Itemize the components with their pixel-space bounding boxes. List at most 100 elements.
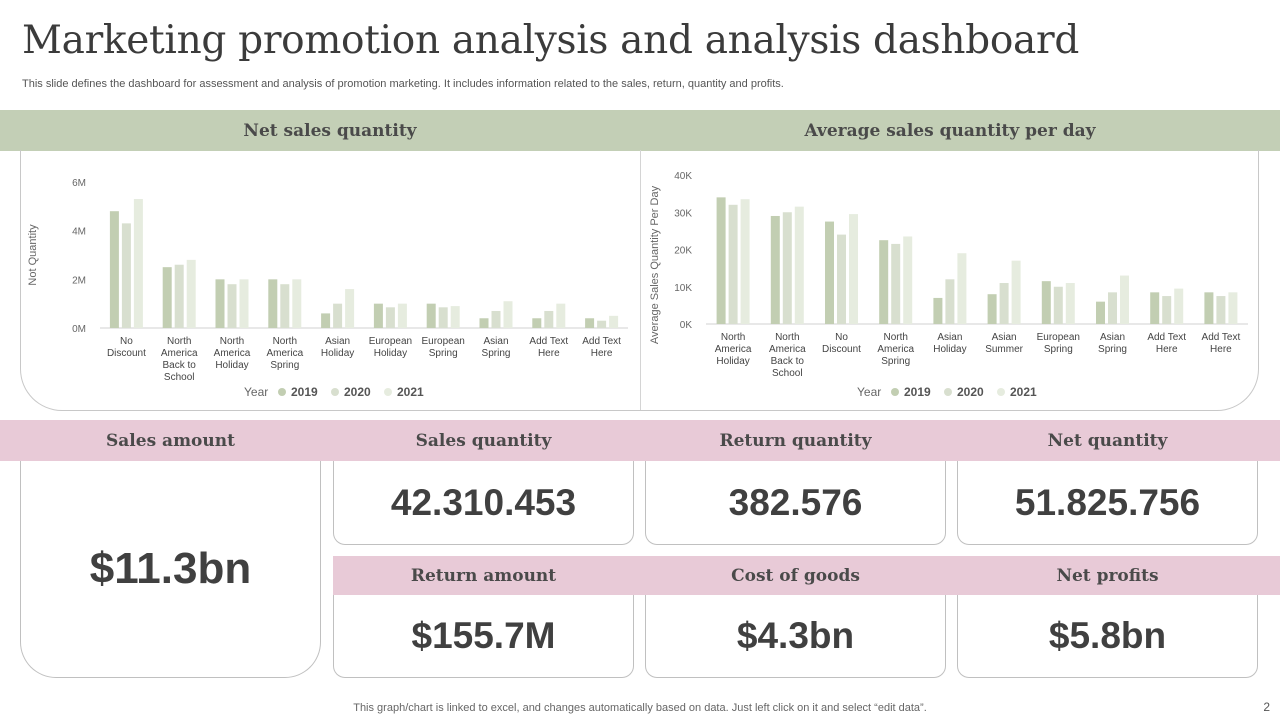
y-tick-label: 10K (674, 283, 692, 294)
page-number: 2 (1263, 700, 1270, 714)
x-tick-label: Holiday (215, 360, 248, 371)
x-tick-label: European (1037, 332, 1080, 343)
bar-2019 (879, 240, 889, 324)
return-quantity-label: Return quantity (719, 430, 872, 451)
bar-2019 (825, 221, 834, 324)
bar-2019 (770, 215, 780, 324)
bar-2020 (891, 243, 901, 324)
bar-2021 (609, 315, 619, 328)
x-tick-label: Spring (429, 348, 458, 359)
bar-2021 (903, 236, 913, 324)
bar-2020 (1162, 296, 1172, 324)
metrics-lower-band (333, 556, 1280, 595)
bar-2019 (1041, 281, 1051, 324)
sales-amount-label: Sales amount (106, 430, 235, 451)
bar-2021 (556, 303, 566, 328)
y-tick-label: 30K (674, 208, 692, 219)
legend-marker-2019 (891, 388, 899, 396)
metrics-header-band (0, 420, 1280, 461)
bar-2020 (174, 264, 184, 328)
bar-2021 (397, 303, 407, 328)
legend-title: Year (244, 385, 268, 399)
bar-2019 (479, 318, 489, 328)
x-tick-label: North (167, 336, 191, 347)
x-tick-label: North (775, 332, 799, 343)
x-tick-label: America (715, 344, 752, 355)
bar-2020 (438, 307, 448, 328)
net-profits-label: Net profits (1056, 565, 1159, 586)
legend-label: 2019 (904, 385, 931, 399)
y-tick-label: 2M (72, 275, 86, 286)
x-tick-label: No (835, 332, 848, 343)
legend-label: 2021 (397, 385, 424, 399)
x-tick-label: European (422, 336, 465, 347)
y-tick-label: 6M (72, 178, 86, 189)
x-tick-label: Here (1210, 344, 1232, 355)
bar-2019 (109, 211, 119, 328)
legend-label: 2019 (291, 385, 318, 399)
legend-label: 2021 (1010, 385, 1037, 399)
bar-2019 (373, 303, 383, 328)
footer-note: This graph/chart is linked to excel, and… (353, 702, 927, 714)
legend-label: 2020 (344, 385, 371, 399)
x-tick-label: Spring (881, 356, 910, 367)
x-tick-label: North (883, 332, 907, 343)
bar-2021 (740, 199, 750, 324)
x-tick-label: Spring (1044, 344, 1073, 355)
x-tick-label: No (120, 336, 133, 347)
bar-2020 (280, 284, 290, 328)
x-tick-label: Back to (771, 356, 805, 367)
bar-2020 (945, 279, 955, 324)
bar-2021 (1120, 275, 1129, 324)
bar-2020 (999, 283, 1009, 324)
x-tick-label: Here (538, 348, 560, 359)
y-tick-label: 20K (674, 246, 692, 257)
x-tick-label: Spring (1098, 344, 1127, 355)
bar-2020 (227, 284, 237, 328)
x-tick-label: North (220, 336, 244, 347)
y-axis-title: Average Sales Quantity Per Day (649, 185, 661, 344)
bar-2021 (1011, 260, 1021, 324)
net-quantity-label: Net quantity (1047, 430, 1168, 451)
avg-sales-chart[interactable]: 0K 10K 20K 30K 40K Average Sales Quantity Per… (640, 160, 1260, 410)
bar-2020 (121, 223, 131, 328)
sales-quantity-label: Sales quantity (415, 430, 552, 451)
x-tick-label: Asian (325, 336, 350, 347)
y-axis-title: Not Quantity (27, 224, 39, 286)
x-tick-label: Discount (107, 348, 146, 359)
x-tick-label: Back to (163, 360, 197, 371)
x-tick-label: Spring (270, 360, 299, 371)
bar-2019 (1204, 292, 1214, 324)
bar-2020 (385, 307, 395, 328)
x-tick-label: Asian (1100, 332, 1125, 343)
x-tick-label: North (273, 336, 297, 347)
legend-marker-2021 (384, 388, 392, 396)
bar-2020 (782, 212, 792, 324)
charts-panel (20, 150, 1259, 411)
bar-2021 (292, 279, 302, 328)
legend-marker-2020 (331, 388, 339, 396)
x-tick-label: Holiday (321, 348, 354, 359)
x-tick-label: America (266, 348, 303, 359)
charts-header-band (0, 110, 1280, 151)
charts-divider (640, 150, 641, 410)
x-tick-label: Add Text (582, 336, 621, 347)
x-tick-label: Holiday (716, 356, 749, 367)
bar-2020 (1216, 296, 1226, 324)
x-tick-label: Here (1156, 344, 1178, 355)
sales-quantity-value: 42.310.453 (333, 461, 634, 545)
bar-2019 (321, 313, 331, 328)
bar-2021 (345, 289, 355, 328)
y-tick-label: 4M (72, 227, 86, 238)
bar-2019 (1096, 301, 1105, 324)
legend-marker-2021 (997, 388, 1005, 396)
x-tick-label: Here (591, 348, 613, 359)
x-tick-label: Add Text (1202, 332, 1241, 343)
avg-sales-header: Average sales quantity per day (804, 120, 1096, 141)
return-amount-value: $155.7M (333, 595, 634, 678)
bar-2020 (728, 204, 738, 324)
y-tick-label: 40K (674, 171, 692, 182)
x-tick-label: Asian (483, 336, 508, 347)
x-tick-label: America (769, 344, 806, 355)
